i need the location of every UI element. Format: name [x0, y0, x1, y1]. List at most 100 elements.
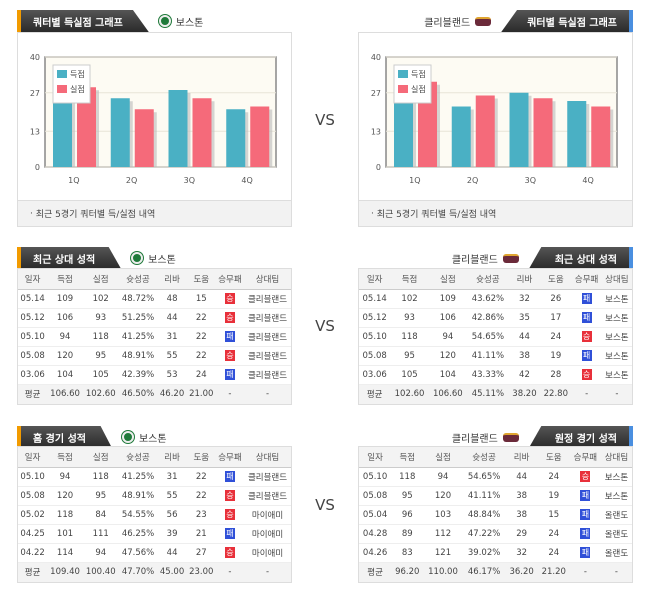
result-cell: 승	[571, 327, 602, 347]
stat-cell: 120	[423, 486, 463, 506]
stat-cell: 43.62%	[467, 289, 509, 309]
stat-cell: 94	[423, 467, 463, 487]
table-header-row: 일자 득점 실점 슛성공 리바 도움 승무패 상대팀	[18, 447, 291, 468]
legend-label: 실점	[411, 84, 426, 94]
celtics-logo-icon	[131, 252, 144, 264]
bos-chart-panel: 0 13 27 40 1Q 2Q 3Q 4Q 득점 실점 · 최근 5경기 쿼터별 득/실점 내역	[17, 32, 292, 227]
team-name: 보스톤	[148, 254, 176, 266]
column-header: 도움	[186, 447, 216, 468]
stat-cell: 94	[82, 543, 119, 563]
section-title: 쿼터별 득실점 그래프	[501, 10, 633, 32]
column-header: 리바	[505, 447, 538, 468]
table-row: 03.06 104 105 42.39% 53 24 패 클리블랜드	[18, 365, 291, 385]
footnote-text: 최근 5경기 쿼터별 득/실점 내역	[376, 210, 497, 220]
average-row: 평균 106.60 102.60 46.50% 46.20 21.00- -	[18, 384, 291, 404]
opponent-cell: 보스톤	[601, 346, 632, 366]
vs-label: VS	[315, 496, 335, 514]
stat-cell: 106	[47, 308, 83, 328]
avg-cell: 46.50%	[118, 384, 158, 404]
result-badge: 승	[581, 331, 592, 342]
stat-cell: 112	[423, 524, 463, 544]
opponent-cell: 마이애미	[244, 543, 291, 563]
average-row: 평균 96.20 110.00 46.17% 36.20 21.20- -	[359, 562, 632, 582]
bar-scored	[567, 101, 587, 167]
y-tick-label: 40	[30, 53, 40, 62]
stat-cell: 46.25%	[118, 524, 158, 544]
bar-allowed	[192, 98, 212, 167]
avg-cell: -	[569, 562, 601, 582]
result-badge: 패	[580, 528, 591, 539]
team-label: 클리블랜드	[442, 430, 529, 445]
avg-cell: 46.17%	[462, 562, 506, 582]
team-label: 보스톤	[112, 430, 177, 445]
column-header: 일자	[18, 447, 48, 468]
stat-cell: 04.26	[359, 543, 392, 563]
stat-cell: 23	[186, 505, 216, 525]
chart-footnote: · 최근 5경기 쿼터별 득/실점 내역	[18, 200, 291, 226]
stat-cell: 93	[390, 308, 429, 328]
column-header: 도움	[186, 269, 216, 290]
avg-cell: 21.00	[186, 384, 216, 404]
cavaliers-logo-icon	[502, 432, 519, 442]
legend-swatch	[57, 85, 67, 93]
stat-cell: 03.06	[359, 365, 391, 385]
stat-cell: 84	[82, 505, 119, 525]
stat-cell: 19	[540, 346, 572, 366]
stat-cell: 95	[82, 486, 119, 506]
stat-cell: 28	[540, 365, 572, 385]
column-header: 승무패	[569, 447, 601, 468]
chart-footnote: · 최근 5경기 쿼터별 득/실점 내역	[359, 200, 632, 226]
column-header: 상대팀	[244, 447, 291, 468]
stat-cell: 21	[186, 524, 216, 544]
bar-scored	[509, 92, 529, 167]
avg-cell: 100.40	[82, 562, 119, 582]
column-header: 상대팀	[244, 269, 291, 290]
stat-cell: 83	[391, 543, 424, 563]
opponent-cell: 클리블랜드	[244, 289, 291, 309]
stat-cell: 48	[157, 289, 187, 309]
stat-cell: 109	[428, 289, 468, 309]
stat-cell: 05.10	[18, 327, 48, 347]
table-row: 03.06 105 104 43.33% 42 28 승 보스톤	[359, 365, 632, 385]
result-badge: 패	[580, 490, 591, 501]
stat-cell: 120	[47, 346, 83, 366]
result-cell: 승	[215, 486, 245, 506]
stat-cell: 56	[157, 505, 187, 525]
column-header: 도움	[537, 447, 570, 468]
result-cell: 패	[569, 505, 601, 525]
opponent-cell: 보스톤	[601, 289, 632, 309]
stat-cell: 44	[157, 543, 187, 563]
y-tick-label: 13	[371, 127, 381, 136]
stat-cell: 03.06	[18, 365, 48, 385]
stat-cell: 04.25	[18, 524, 48, 544]
column-header: 슛성공	[462, 447, 506, 468]
avg-cell: 45.00	[157, 562, 187, 582]
bar-allowed	[533, 98, 553, 167]
team-label: 클리블랜드	[414, 14, 501, 29]
opponent-cell: 올랜도	[600, 524, 632, 544]
avg-cell: -	[215, 562, 245, 582]
cle-away-header: 클리블랜드 원정 경기 성적	[442, 426, 633, 448]
result-cell: 승	[215, 346, 245, 366]
avg-cell: 106.60	[428, 384, 468, 404]
column-header: 슛성공	[467, 269, 509, 290]
team-label: 보스톤	[149, 14, 214, 29]
legend-swatch	[57, 70, 67, 78]
result-badge: 승	[224, 350, 235, 361]
celtics-logo-icon	[121, 431, 134, 443]
opponent-cell: 클리블랜드	[244, 365, 291, 385]
opponent-cell: 클리블랜드	[244, 467, 291, 487]
avg-cell: 110.00	[423, 562, 463, 582]
stat-cell: 41.11%	[467, 346, 509, 366]
table-header-row: 일자 득점 실점 슛성공 리바 도움 승무패 상대팀	[359, 269, 632, 290]
stat-cell: 42	[508, 365, 541, 385]
stat-cell: 05.02	[18, 505, 48, 525]
avg-cell: -	[601, 384, 632, 404]
opponent-cell: 올랜도	[600, 505, 632, 525]
bar-allowed	[591, 106, 611, 167]
avg-cell: 21.20	[537, 562, 570, 582]
table-row: 05.12 93 106 42.86% 35 17 패 보스톤	[359, 308, 632, 328]
stat-cell: 48.91%	[118, 346, 158, 366]
result-cell: 패	[569, 486, 601, 506]
